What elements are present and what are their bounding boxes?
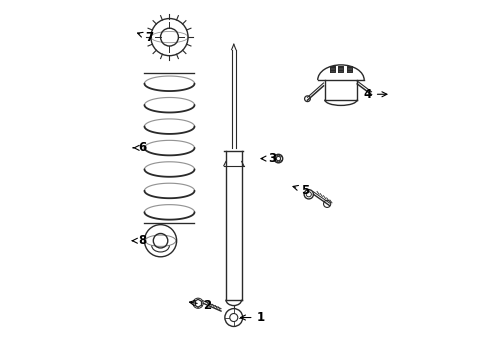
Text: 7: 7 [137,31,153,44]
Text: 2: 2 [189,298,210,311]
Text: 5: 5 [292,184,309,197]
Text: 3: 3 [261,152,276,165]
Text: 6: 6 [133,141,146,154]
Text: 4: 4 [363,88,386,101]
Text: 1: 1 [240,311,264,324]
Text: 8: 8 [132,234,146,247]
